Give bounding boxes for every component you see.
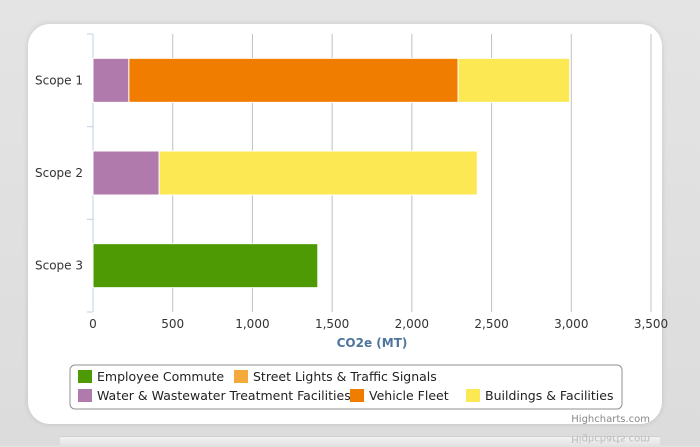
x-tick-label: 0 (89, 317, 97, 331)
credit: Highcharts.com (571, 414, 650, 425)
legend-item-3: Water & Wastewater Treatment Facilities (78, 388, 351, 403)
category-label: Scope 1 (35, 73, 83, 87)
x-axis-title: CO2e (MT) (337, 336, 408, 350)
legend: Employee Commute Street Lights & Traffic … (69, 364, 623, 410)
legend-swatch (466, 389, 480, 402)
category-label: Scope 3 (35, 259, 83, 273)
category-label: Scope 2 (35, 166, 83, 180)
bar-2-5 (158, 150, 478, 196)
credit-reflection: Highcharts.com (571, 433, 650, 444)
legend-item-2: Street Lights & Traffic Signals (234, 369, 437, 384)
legend-swatch (78, 370, 92, 383)
x-tick-label: 500 (161, 317, 184, 331)
legend-label: Street Lights & Traffic Signals (253, 369, 437, 384)
legend-swatch (234, 370, 248, 383)
chart-reflection (60, 436, 660, 447)
legend-item-1: Employee Commute (78, 369, 224, 384)
x-tick-label: 3,000 (554, 317, 588, 331)
bar-1-3 (92, 57, 130, 103)
x-tick-label: 1,000 (235, 317, 269, 331)
bar-1-5 (457, 57, 571, 103)
legend-box (69, 364, 623, 410)
bar-1-4 (128, 57, 459, 103)
legend-swatch (78, 389, 92, 402)
legend-label: Vehicle Fleet (369, 388, 449, 403)
legend-label: Water & Wastewater Treatment Facilities (97, 388, 351, 403)
legend-swatch (350, 389, 364, 402)
bar-2-3 (92, 150, 160, 196)
x-tick-label: 1,500 (315, 317, 349, 331)
x-tick-label: 2,500 (474, 317, 508, 331)
legend-label: Employee Commute (97, 369, 224, 384)
legend-item-4: Vehicle Fleet (350, 388, 449, 403)
x-tick-label: 2,000 (395, 317, 429, 331)
legend-item-5: Buildings & Facilities (466, 388, 614, 403)
x-tick-label: 3,500 (634, 317, 668, 331)
bar-3-1 (92, 243, 319, 289)
legend-label: Buildings & Facilities (485, 388, 614, 403)
